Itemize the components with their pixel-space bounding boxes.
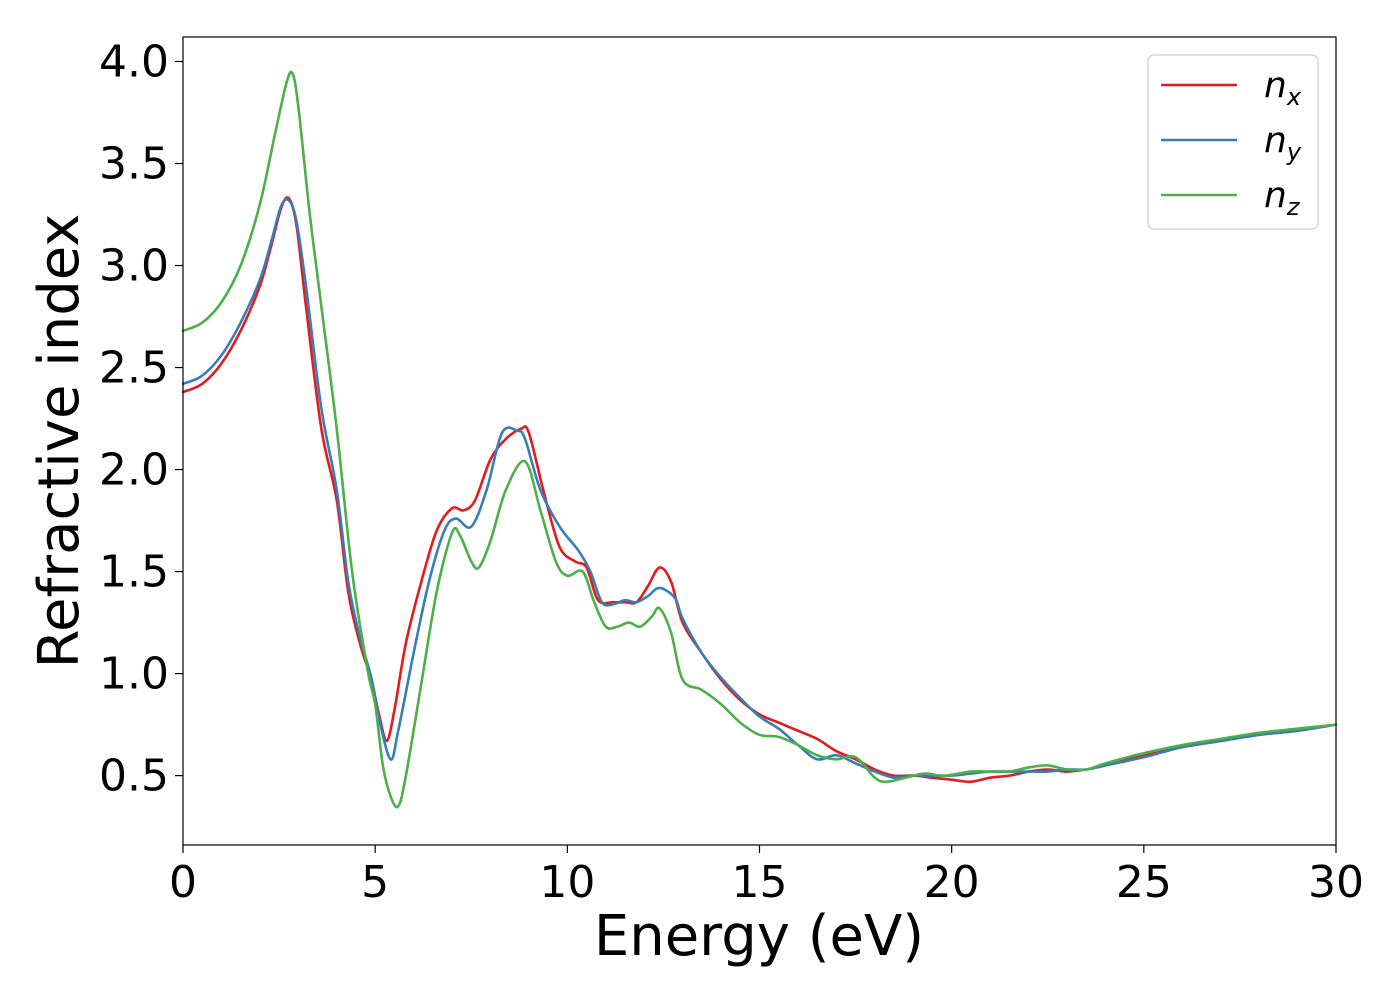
legend-label-x: nx bbox=[1264, 65, 1302, 111]
x-tick-label: 30 bbox=[1308, 857, 1364, 908]
y-tick-label: 2.0 bbox=[99, 445, 169, 496]
series-line-z bbox=[181, 70, 1338, 809]
x-axis-title: Energy (eV) bbox=[594, 904, 924, 969]
legend: nx ny nz bbox=[1147, 54, 1319, 230]
legend-items: nx ny nz bbox=[1161, 65, 1302, 221]
series-line-x bbox=[181, 196, 1338, 784]
x-tick-label: 25 bbox=[1116, 857, 1172, 908]
y-tick-label: 2.5 bbox=[99, 343, 169, 394]
y-tick-label: 1.0 bbox=[99, 649, 169, 700]
legend-box bbox=[1147, 54, 1319, 230]
x-tick-label: 10 bbox=[539, 857, 595, 908]
y-tick-label: 1.5 bbox=[99, 547, 169, 598]
x-tick-label: 20 bbox=[924, 857, 980, 908]
series-layer bbox=[181, 70, 1338, 809]
y-axis-title: Refractive index bbox=[27, 214, 92, 669]
y-tick-label: 0.5 bbox=[99, 751, 169, 802]
y-tick-label: 3.5 bbox=[99, 139, 169, 190]
plot-frame bbox=[182, 36, 1337, 846]
legend-label-z: nz bbox=[1264, 175, 1301, 221]
tick-layer: 0 5 10 15 20 25 30 0.5 1.0 1.5 2.0 2.5 3.0 3.5 4.0 bbox=[99, 36, 1364, 908]
y-tick-label: 3.0 bbox=[99, 241, 169, 292]
x-tick-label: 0 bbox=[169, 857, 197, 908]
legend-label-y: ny bbox=[1264, 120, 1302, 166]
x-tick-label: 15 bbox=[732, 857, 788, 908]
y-tick-label: 4.0 bbox=[99, 36, 169, 87]
x-tick-label: 5 bbox=[361, 857, 389, 908]
